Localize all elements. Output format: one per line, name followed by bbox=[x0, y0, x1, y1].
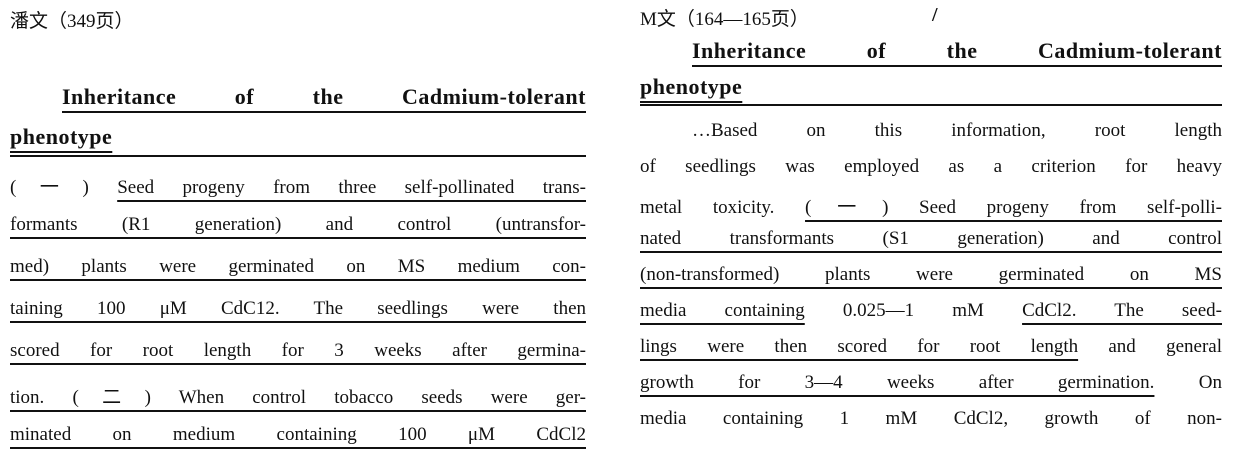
underlined-text: CdCl2. The seed- bbox=[1022, 300, 1222, 321]
underlined-text: media containing bbox=[640, 300, 805, 321]
text-line: scored for root length for 3 weeks after… bbox=[10, 340, 586, 362]
left-title-line2: phenotype bbox=[10, 124, 113, 149]
text-segment: On bbox=[1154, 372, 1222, 393]
underlined-text: (一) Seed progeny from self-polli- bbox=[805, 197, 1222, 218]
underlined-text: nated transformants (S1 generation) and … bbox=[640, 228, 1222, 249]
text-line: of seedlings was employed as a criterion… bbox=[640, 156, 1222, 178]
stray-mark: / bbox=[932, 4, 938, 26]
underlined-text: Seed progeny from three self-pollinated … bbox=[117, 177, 586, 198]
text-segment: and general bbox=[1078, 336, 1222, 357]
text-segment: media containing 1 mM CdCl2, growth of n… bbox=[640, 408, 1222, 429]
text-line: tion. (二) When control tobacco seeds wer… bbox=[10, 382, 586, 409]
text-line: media containing 0.025—1 mM CdCl2. The s… bbox=[640, 300, 1222, 322]
underlined-text: taining 100 μM CdC12. The seedlings were… bbox=[10, 298, 586, 319]
underlined-text: formants (R1 generation) and control (un… bbox=[10, 214, 586, 235]
text-line: nated transformants (S1 generation) and … bbox=[640, 228, 1222, 250]
right-title-rule bbox=[640, 104, 1222, 106]
right-title-line2: phenotype bbox=[640, 74, 743, 99]
text-line: media containing 1 mM CdCl2, growth of n… bbox=[640, 408, 1222, 430]
underlined-text: tion. (二) When control tobacco seeds wer… bbox=[10, 387, 586, 408]
text-line: formants (R1 generation) and control (un… bbox=[10, 214, 586, 236]
text-segment: 0.025—1 mM bbox=[804, 300, 1023, 321]
text-segment: (一) bbox=[10, 177, 118, 198]
left-header: 潘文（349页） bbox=[10, 11, 134, 32]
underlined-text: med) plants were germinated on MS medium… bbox=[10, 256, 586, 277]
right-header: M文（164—165页） bbox=[640, 9, 809, 30]
text-line: taining 100 μM CdC12. The seedlings were… bbox=[10, 298, 586, 320]
underlined-text: growth for 3—4 weeks after germination. bbox=[640, 372, 1155, 393]
text-line: minated on medium containing 100 μM CdCl… bbox=[10, 424, 586, 446]
text-segment: metal toxicity. bbox=[640, 197, 806, 218]
text-line: …Based on this information, root length bbox=[692, 120, 1222, 142]
left-title-line1: Inheritance of the Cadmium-tolerant bbox=[62, 84, 586, 109]
text-line: med) plants were germinated on MS medium… bbox=[10, 256, 586, 278]
underlined-text: lings were then scored for root length bbox=[640, 336, 1079, 357]
underlined-text: scored for root length for 3 weeks after… bbox=[10, 340, 586, 361]
right-title-line1: Inheritance of the Cadmium-tolerant bbox=[692, 38, 1222, 63]
text-segment: …Based on this information, root length bbox=[692, 120, 1222, 141]
text-line: lings were then scored for root length a… bbox=[640, 336, 1222, 358]
text-line: (一) Seed progeny from three self-pollina… bbox=[10, 172, 586, 199]
text-line: (non-transformed) plants were germinated… bbox=[640, 264, 1222, 286]
text-line: metal toxicity. (一) Seed progeny from se… bbox=[640, 192, 1222, 219]
text-segment: of seedlings was employed as a criterion… bbox=[640, 156, 1222, 177]
underlined-text: minated on medium containing 100 μM CdCl… bbox=[10, 424, 586, 445]
underlined-text: (non-transformed) plants were germinated… bbox=[640, 264, 1222, 285]
text-line: growth for 3—4 weeks after germination. … bbox=[640, 372, 1222, 394]
left-title-rule bbox=[10, 155, 586, 157]
